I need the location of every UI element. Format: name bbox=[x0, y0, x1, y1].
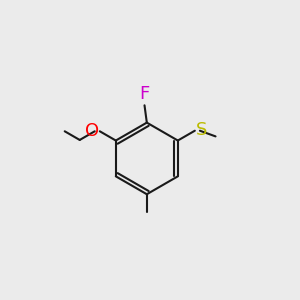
Text: F: F bbox=[140, 85, 150, 103]
Text: S: S bbox=[196, 121, 207, 139]
Text: O: O bbox=[85, 122, 99, 140]
